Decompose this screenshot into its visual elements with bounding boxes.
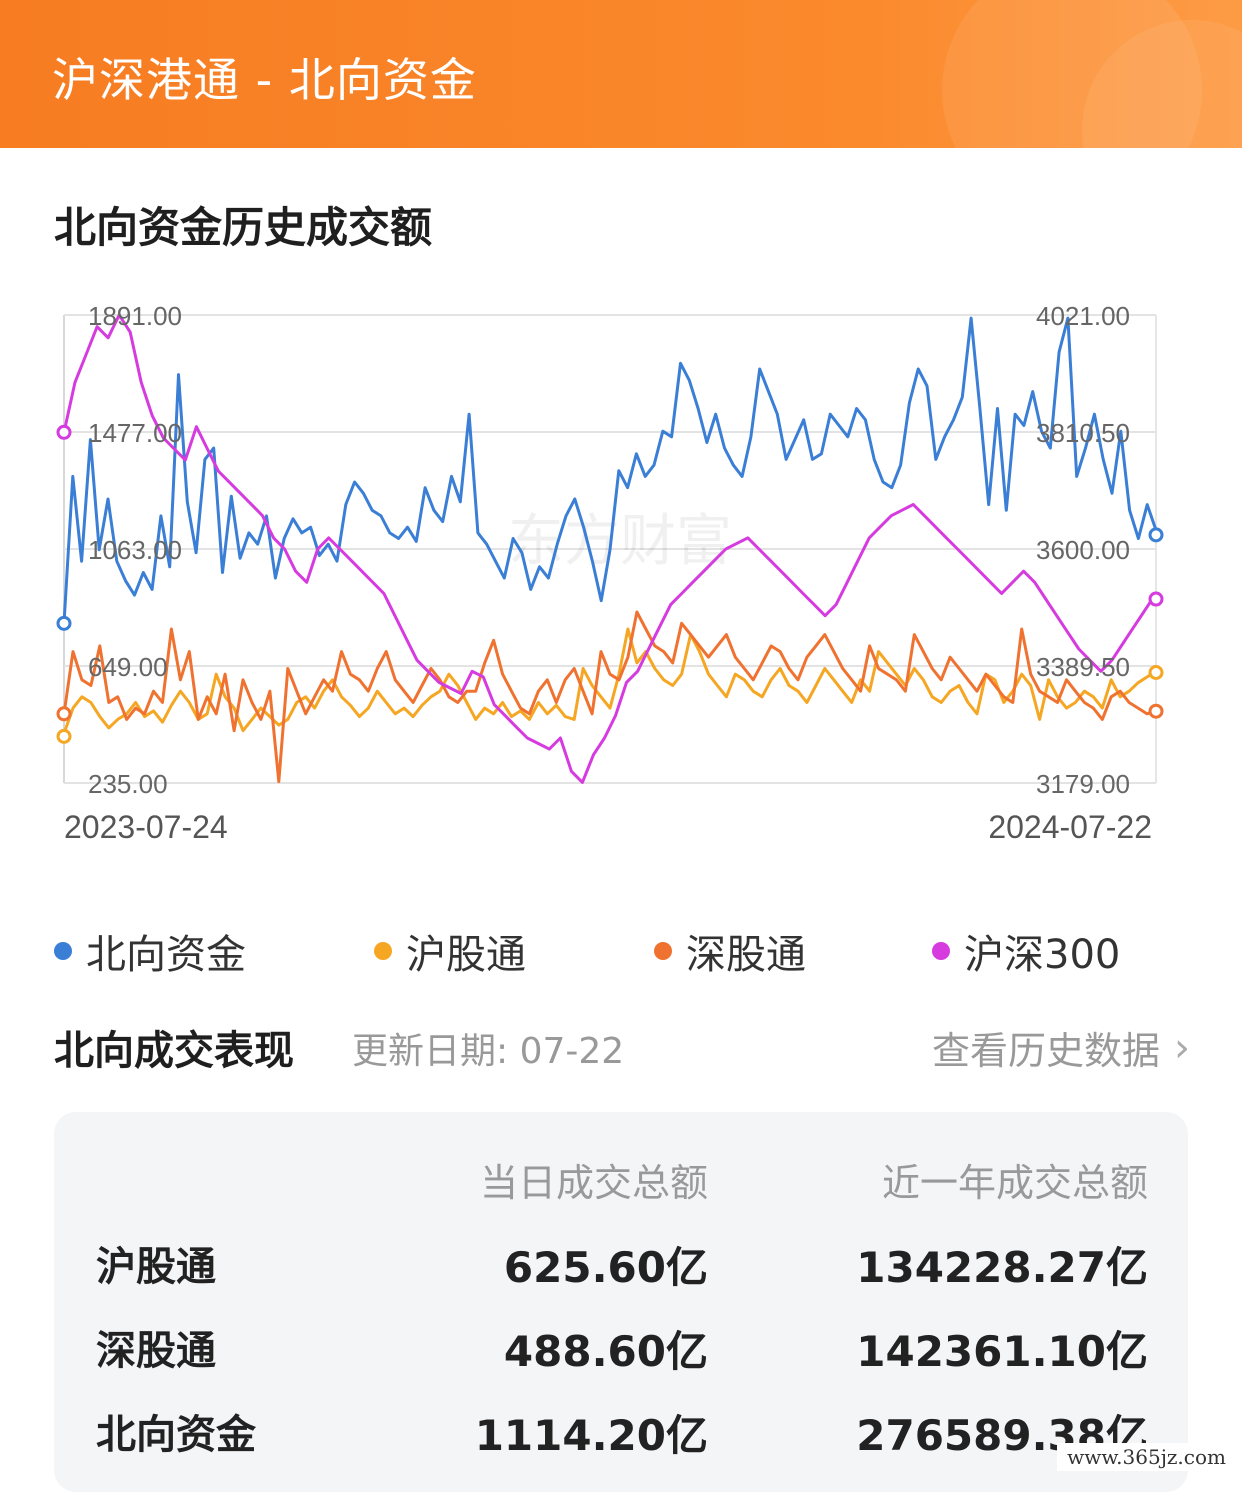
row-day-total: 1114.20亿 <box>474 1411 708 1460</box>
chevron-right-icon: › <box>1174 1024 1190 1071</box>
row-day-total: 625.60亿 <box>503 1243 708 1292</box>
series-line-0 <box>62 316 1158 624</box>
legend-dot-icon <box>654 942 672 960</box>
series-start-marker <box>56 706 72 722</box>
series-end-marker <box>1148 591 1164 607</box>
row-day-total: 488.60亿 <box>503 1327 708 1376</box>
performance-header: 北向成交表现 更新日期: 07-22 查看历史数据 › <box>0 1018 1242 1075</box>
header-decoration <box>942 0 1202 148</box>
right-tick-label: 3389.50 <box>1036 652 1130 682</box>
header-bar: 沪深港通 - 北向资金 <box>0 0 1242 148</box>
left-tick-label: 1891.00 <box>88 301 182 331</box>
chart-axis-labels: 1891.00 4021.00 1477.00 3810.50 1063.00 3600.… <box>64 301 1152 845</box>
legend-label: 深股通 <box>686 932 806 978</box>
legend-dot-icon <box>932 942 950 960</box>
row-year-total: 142361.10亿 <box>856 1327 1148 1376</box>
series-line-1 <box>62 627 1157 735</box>
table-row: 深股通 488.60亿 142361.10亿 <box>54 1318 1188 1378</box>
legend-label: 沪深300 <box>964 932 1121 978</box>
legend-label: 北向资金 <box>86 932 246 978</box>
row-year-total: 134228.27亿 <box>856 1243 1148 1292</box>
column-header-day-total: 当日成交总额 <box>479 1161 708 1205</box>
table-row: 沪股通 625.60亿 134228.27亿 <box>54 1234 1188 1294</box>
legend-item-sz-connect[interactable]: 深股通 <box>654 922 806 980</box>
series-end-marker <box>1148 703 1164 719</box>
series-end-marker <box>1148 665 1164 680</box>
left-tick-label: 649.00 <box>88 652 168 682</box>
series-line-3 <box>62 313 1158 784</box>
legend-item-csi300[interactable]: 沪深300 <box>932 922 1120 980</box>
legend-label: 沪股通 <box>406 932 526 978</box>
series-end-marker <box>1148 527 1164 543</box>
chart-legend: 北向资金 沪股通 深股通 沪深300 <box>0 922 1242 978</box>
performance-title: 北向成交表现 <box>54 1028 294 1074</box>
table-row: 北向资金 1114.20亿 276589.38亿 <box>54 1402 1188 1462</box>
chart-watermark: 东方财富 <box>508 509 732 574</box>
x-tick-start: 2023-07-24 <box>64 809 228 845</box>
right-tick-label: 3810.50 <box>1036 418 1130 448</box>
left-tick-label: 1477.00 <box>88 418 182 448</box>
performance-table: 当日成交总额 近一年成交总额 沪股通 625.60亿 134228.27亿 深股… <box>54 1112 1188 1492</box>
series-start-marker <box>56 728 72 744</box>
chart-series <box>56 313 1164 784</box>
legend-item-sh-connect[interactable]: 沪股通 <box>374 922 526 980</box>
history-link-label: 查看历史数据 <box>931 1029 1160 1073</box>
row-name: 深股通 <box>96 1328 216 1374</box>
update-date: 更新日期: 07-22 <box>352 1031 625 1072</box>
column-header-year-total: 近一年成交总额 <box>881 1161 1148 1205</box>
left-tick-label: 235.00 <box>88 769 168 799</box>
line-chart: 东方财富 1891.00 4021.00 1477.00 3810.50 1063.00… <box>56 301 1164 845</box>
chart-section-title: 北向资金历史成交额 <box>54 203 433 252</box>
chart-grid <box>63 314 1157 784</box>
row-name: 沪股通 <box>96 1244 216 1290</box>
history-data-link[interactable]: 查看历史数据 › <box>932 1020 1190 1075</box>
legend-dot-icon <box>374 942 392 960</box>
page-title: 沪深港通 - 北向资金 <box>52 53 477 107</box>
series-start-marker <box>56 615 72 631</box>
row-name: 北向资金 <box>96 1412 256 1458</box>
right-tick-label: 4021.00 <box>1036 301 1130 331</box>
right-tick-label: 3179.00 <box>1036 769 1130 799</box>
legend-dot-icon <box>54 942 72 960</box>
site-watermark: www.365jz.com <box>1057 1443 1236 1471</box>
x-tick-end: 2024-07-22 <box>988 809 1152 845</box>
series-line-2 <box>62 610 1157 784</box>
left-tick-label: 1063.00 <box>88 535 182 565</box>
series-start-marker <box>56 424 72 440</box>
right-tick-label: 3600.00 <box>1036 535 1130 565</box>
legend-item-northbound[interactable]: 北向资金 <box>54 922 246 980</box>
